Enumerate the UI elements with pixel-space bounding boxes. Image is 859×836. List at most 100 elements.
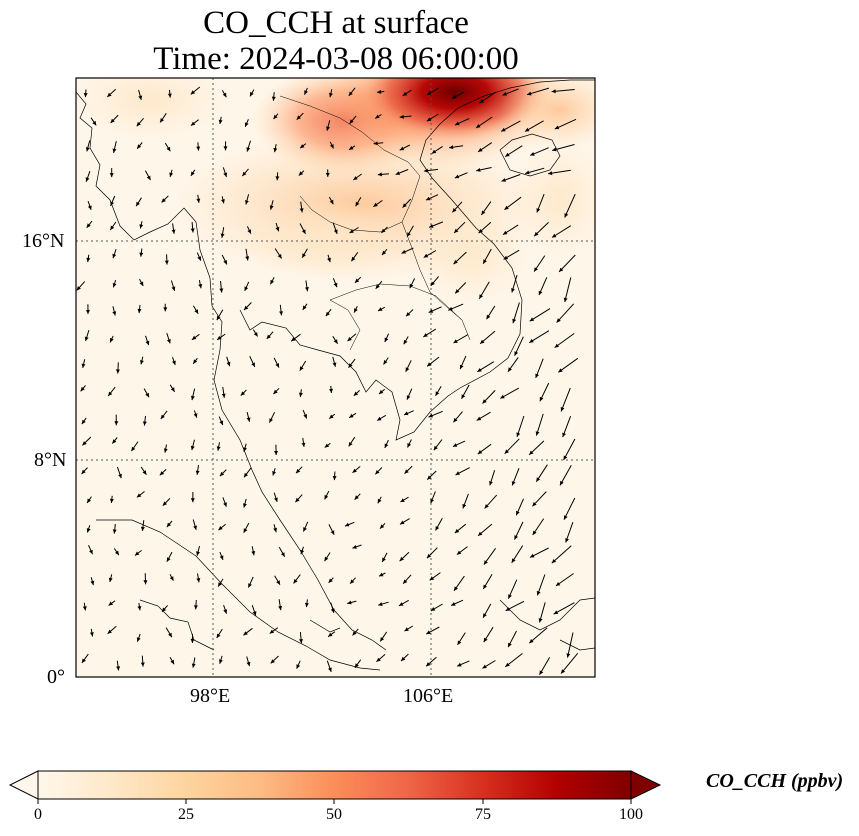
wind-vector-head (216, 315, 221, 321)
wind-vector-head (84, 336, 89, 341)
wind-vector-head (114, 421, 119, 426)
wind-vector-head (566, 653, 571, 658)
wind-vector-head (403, 579, 408, 584)
wind-vector-head (193, 359, 198, 364)
wind-vector-head (406, 395, 411, 400)
wind-vector-head (170, 659, 175, 665)
wind-vector-head (138, 95, 143, 100)
wind-vector-head (478, 147, 483, 152)
wind-vector-head (349, 119, 354, 124)
wind-vector-head (112, 283, 117, 288)
colorbar-label: CO_CCH (ppbv) (706, 770, 844, 792)
wind-vector-head (247, 229, 251, 234)
wind-vector-head (108, 577, 113, 582)
wind-vector-head (328, 578, 333, 583)
wind-vector-head (451, 602, 456, 606)
wind-vector-head (223, 609, 228, 614)
wind-vector-head (296, 664, 301, 669)
wind-vector-head (330, 530, 335, 535)
wind-vector-head (538, 618, 543, 623)
wind-vector-head (429, 576, 435, 581)
wind-vector-head (221, 199, 225, 204)
wind-vector-head (353, 391, 359, 396)
wind-vector-head (291, 337, 296, 342)
wind-vector-head (274, 497, 278, 502)
wind-vector-head (516, 510, 520, 516)
wind-vector-head (349, 413, 354, 418)
wind-vector-head (402, 91, 408, 96)
wind-vector-head (167, 93, 172, 98)
wind-vector-head (325, 172, 330, 177)
wind-vector-head (426, 117, 432, 122)
wind-vector-head (480, 339, 485, 344)
wind-vector-head (529, 338, 534, 343)
wind-vector-head (112, 529, 117, 534)
wind-vector-head (142, 470, 147, 475)
wind-vector-head (483, 584, 487, 589)
wind-vector-head (347, 337, 352, 342)
wind-vector-head (553, 610, 559, 615)
wind-vector-head (270, 659, 275, 664)
wind-vector-head (561, 669, 566, 674)
wind-vector-head (240, 391, 246, 396)
wind-vector-head (459, 364, 464, 370)
wind-vector-head (503, 255, 509, 260)
wind-vector-head (532, 530, 537, 535)
wind-vector-head (554, 125, 560, 130)
wind-vector-head (377, 498, 382, 504)
wind-vector-head (452, 443, 458, 447)
wind-vector-head (354, 308, 358, 313)
wind-vector-head (400, 520, 405, 525)
wind-vector-head (354, 495, 359, 500)
wind-vector-head (453, 259, 458, 265)
wind-vector-head (423, 168, 429, 173)
wind-vector-head (301, 229, 306, 234)
wind-vector-head (536, 208, 541, 213)
wind-vector-head (511, 558, 516, 563)
wind-vector-head (483, 560, 488, 565)
wind-vector-head (273, 147, 278, 153)
wind-vector-head (539, 396, 544, 402)
wind-vector-head (223, 146, 228, 151)
wind-vector-head (333, 339, 338, 344)
wind-vector-head (525, 170, 530, 175)
wind-vector-shaft (551, 545, 572, 564)
wind-vector-shaft (529, 308, 551, 322)
wind-vector-head (244, 286, 249, 291)
wind-vector-head (162, 501, 167, 506)
wind-vector-head (405, 367, 410, 372)
wind-vector-head (529, 639, 534, 644)
wind-vector-head (505, 662, 510, 667)
wind-vector-head (85, 147, 90, 152)
wind-vector-head (110, 118, 115, 123)
wind-vector-head (423, 333, 428, 337)
wind-vector-head (452, 208, 457, 213)
lat-label-8n: 8°N (34, 449, 67, 471)
wind-vector-head (137, 308, 142, 314)
wind-vector-head (140, 662, 145, 667)
wind-vector-head (219, 471, 225, 477)
wind-vector-head (190, 228, 195, 233)
wind-vector-head (348, 442, 353, 447)
wind-vector-head (109, 173, 114, 178)
wind-vector-head (223, 172, 228, 177)
wind-vector-head (195, 470, 200, 475)
wind-vector-head (218, 582, 222, 587)
wind-vector-head (352, 545, 357, 549)
wind-vector-shaft (567, 632, 574, 658)
wind-vector-head (161, 198, 166, 203)
wind-vector-head (381, 228, 386, 233)
wind-vector-head (479, 99, 484, 104)
wind-vector-head (196, 146, 201, 151)
wind-vector-head (456, 550, 462, 555)
wind-vector-head (352, 631, 357, 636)
wind-vector-head (354, 663, 359, 668)
wind-vector-head (563, 455, 568, 460)
wind-vector-head (508, 642, 512, 648)
wind-vector-head (384, 443, 389, 448)
wind-vector-head (551, 559, 557, 564)
wind-vector-head (193, 413, 198, 418)
wind-vector-head (409, 283, 414, 289)
wind-vector-head (347, 600, 352, 605)
wind-vector-head (505, 607, 511, 611)
